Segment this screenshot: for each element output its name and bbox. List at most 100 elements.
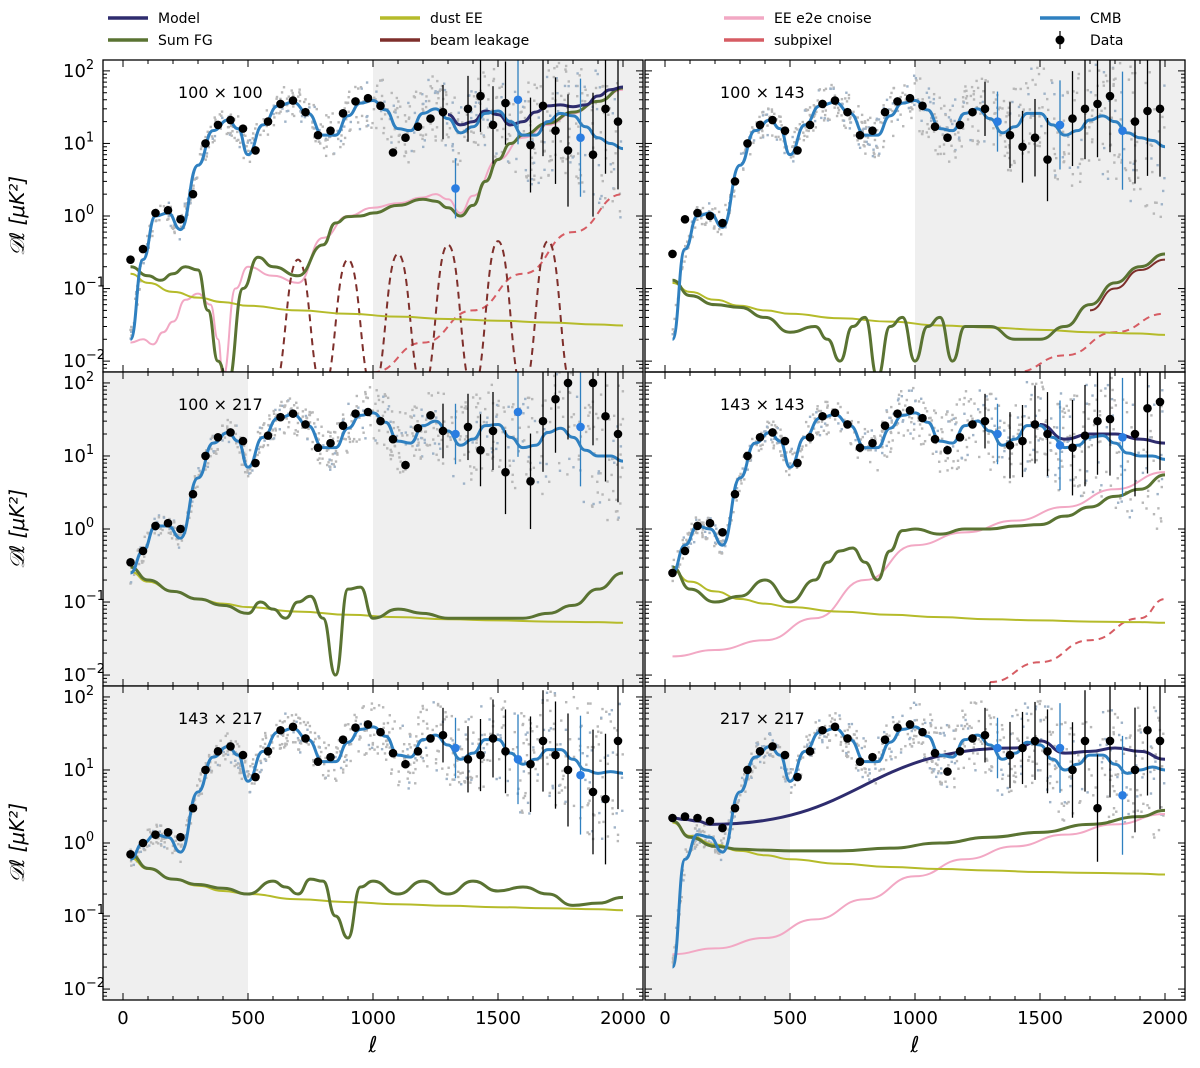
scatter-point [325,449,329,452]
scatter-point [1045,437,1048,440]
scatter-point [779,120,782,123]
scatter-point [922,401,925,404]
scatter-point [425,443,428,446]
scatter-point [919,443,923,446]
scatter-point [869,460,872,464]
scatter-point [1037,439,1040,442]
data-point [288,96,298,105]
scatter-point [494,155,497,158]
scatter-point [581,752,584,755]
data-point [126,850,135,859]
scatter-point [313,105,316,109]
scatter-point [1148,71,1151,74]
scatter-point [951,413,954,417]
scatter-point [1113,399,1116,402]
scatter-point [955,421,958,424]
scatter-point [280,733,284,736]
scatter-point [1095,398,1098,401]
scatter-point [425,754,429,757]
scatter-point [281,107,284,110]
data-point [426,734,435,743]
scatter-point [601,428,604,431]
scatter-point [1094,63,1098,67]
scatter-point [370,126,373,129]
data-marker [526,140,535,150]
scatter-point [431,75,434,78]
scatter-point [323,777,327,780]
scatter-point [961,96,965,99]
data-marker [793,458,802,468]
scatter-point [463,135,466,139]
data-point [213,433,223,442]
scatter-point [342,760,346,764]
scatter-point [601,179,604,183]
scatter-point [146,532,150,535]
scatter-point [393,445,397,448]
scatter-point [600,716,603,720]
scatter-point [480,132,483,135]
scatter-point [288,397,292,400]
scatter-point [574,84,578,88]
scatter-point [607,113,610,116]
scatter-point [1132,162,1135,166]
scatter-point [974,440,977,444]
scatter-point [1157,507,1160,510]
scatter-point [581,92,584,95]
scatter-point [773,437,776,441]
scatter-point [1066,135,1070,138]
scatter-point [838,714,841,717]
scatter-point [413,131,416,134]
data-marker [151,208,160,218]
scatter-point [1157,130,1161,133]
scatter-point [855,729,858,733]
scatter-point [883,454,886,457]
scatter-point [572,804,576,808]
scatter-point [404,443,408,446]
scatter-point [502,706,505,710]
scatter-point [572,695,576,699]
scatter-point [576,152,580,155]
scatter-point [885,444,888,448]
scatter-point [792,155,795,158]
data-point [563,94,573,207]
scatter-point [466,130,469,134]
scatter-point [837,109,841,112]
scatter-point [157,516,161,519]
data-point [1030,385,1040,464]
scatter-point [588,731,592,734]
scatter-point [1111,67,1115,70]
scatter-point [1145,204,1149,207]
scatter-point [751,437,754,441]
scatter-point [986,398,989,401]
scatter-point [567,425,571,429]
scatter-point [923,439,927,443]
scatter-point [564,171,567,175]
scatter-point [304,98,307,101]
scatter-point [223,436,227,439]
legend-item-beam-leakage: beam leakage [380,33,529,49]
legend-item-model: Model [108,11,200,27]
scatter-point [312,758,315,762]
scatter-point [813,112,817,116]
scatter-point [589,406,592,409]
scatter-point [957,138,961,141]
scatter-point [927,87,931,90]
data-point [730,177,740,186]
scatter-point [910,389,913,392]
scatter-point [285,743,288,746]
data-point [526,97,535,193]
scatter-point [382,395,385,398]
scatter-point [298,717,302,720]
data-marker [176,832,185,842]
scatter-point [210,769,214,773]
scatter-point [862,737,865,740]
scatter-point [501,430,504,434]
scatter-point [606,762,610,766]
scatter-point [470,778,473,781]
scatter-point [475,441,478,444]
scatter-point [453,763,456,767]
scatter-point [535,86,539,90]
scatter-point [689,542,693,545]
scatter-point [140,559,144,563]
scatter-point [1104,387,1107,390]
